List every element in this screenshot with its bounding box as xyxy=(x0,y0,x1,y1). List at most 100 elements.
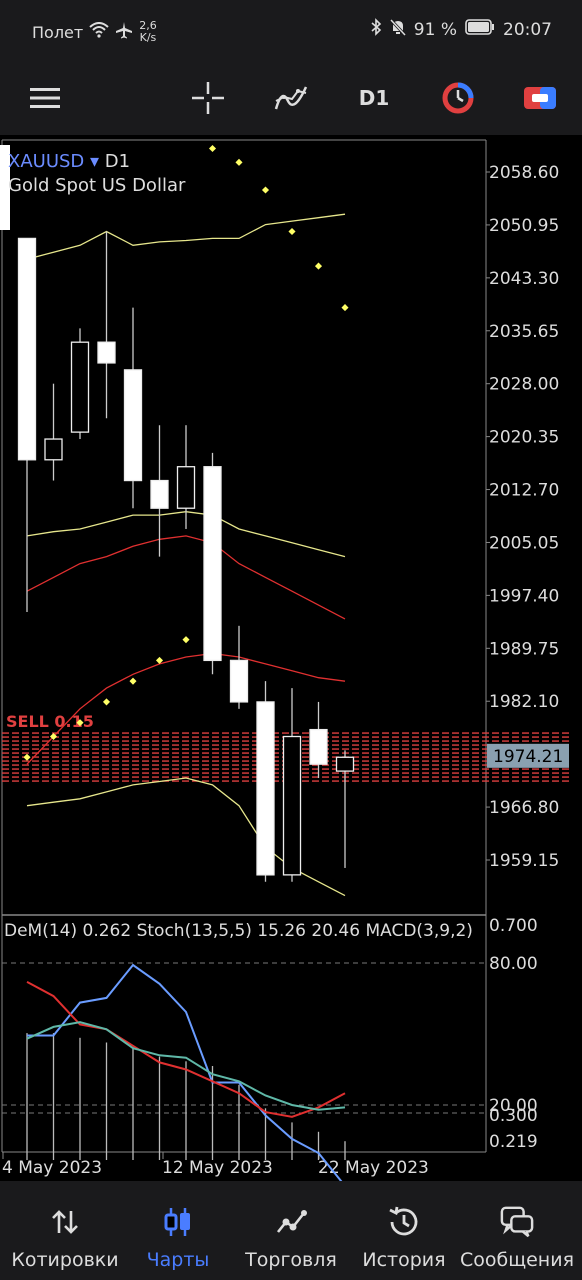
price-tick-label: 1966.80 xyxy=(489,798,559,818)
candle xyxy=(229,625,249,709)
stoch-main-line xyxy=(26,981,346,1118)
quotes-icon xyxy=(48,1205,82,1239)
indicator-label: DeM(14) 0.262 Stoch(13,5,5) 15.26 20.46 … xyxy=(4,921,473,941)
indicators-button[interactable] xyxy=(267,74,315,122)
candle xyxy=(17,237,37,612)
date-label: 4 May 2023 xyxy=(2,1158,102,1178)
price-tick-label: 1997.40 xyxy=(489,586,559,606)
sar-dot xyxy=(341,304,349,312)
menu-icon xyxy=(30,88,60,108)
candle-body xyxy=(203,466,222,662)
indicator-tick-label: 0.300 xyxy=(489,1106,538,1126)
candle xyxy=(150,425,169,557)
sar-dot xyxy=(288,227,296,236)
menu-button[interactable] xyxy=(21,74,69,122)
current-price-label: 1974.21 xyxy=(493,747,563,767)
indicator-tick-label: 80.00 xyxy=(489,954,538,974)
candle xyxy=(309,701,328,779)
bottom-navigation: Котировки Чарты Торговля История Сообщен… xyxy=(0,1181,582,1280)
indicator-tick-label: 20.00 xyxy=(489,1096,538,1116)
stoch-signal-line xyxy=(26,1021,346,1111)
moving-average-line xyxy=(26,535,346,620)
candle xyxy=(123,307,143,509)
price-tick-label: 1959.15 xyxy=(489,851,559,871)
battery-icon xyxy=(465,19,495,40)
charts-icon xyxy=(161,1205,195,1239)
mute-icon xyxy=(389,18,406,41)
trade-toggle-icon xyxy=(524,87,556,109)
carrier-label: Полет xyxy=(32,22,84,42)
crosshair-button[interactable] xyxy=(184,74,232,122)
price-chart[interactable]: SELL 0.15 2058.602050.952043.302035.6520… xyxy=(0,135,582,1187)
indicator-tick-label: 0.219 xyxy=(489,1132,538,1152)
date-label: 12 May 2023 xyxy=(162,1158,273,1178)
price-tick-label: 1982.10 xyxy=(489,692,559,712)
sar-dot xyxy=(314,262,323,270)
price-tick-label: 2050.95 xyxy=(489,216,559,236)
nav-trade[interactable]: Торговля xyxy=(233,1181,349,1280)
candle xyxy=(203,452,222,675)
sar-dot xyxy=(261,186,270,194)
sar-dot xyxy=(129,677,137,685)
sar-dot xyxy=(155,656,164,664)
crosshair-icon xyxy=(192,82,224,114)
nav-history[interactable]: История xyxy=(346,1181,462,1280)
sar-dot xyxy=(76,719,84,727)
envelope-line xyxy=(26,652,346,765)
nav-label: Чарты xyxy=(146,1249,210,1271)
candle-body xyxy=(70,341,90,433)
price-tick-label: 2012.70 xyxy=(489,481,559,501)
trade-icon xyxy=(274,1205,308,1239)
nav-charts[interactable]: Чарты xyxy=(120,1181,236,1280)
nav-messages[interactable]: Сообщения xyxy=(459,1181,575,1280)
candle-body xyxy=(97,341,116,364)
sar-dot xyxy=(208,144,217,153)
candle-body xyxy=(176,466,196,509)
price-tick-label: 1989.75 xyxy=(489,639,559,659)
nav-label: Котировки xyxy=(11,1249,119,1271)
demarker-line xyxy=(27,963,346,1187)
sar-dot xyxy=(23,753,31,761)
date-label: 22 May 2023 xyxy=(318,1158,429,1178)
objects-icon xyxy=(442,82,474,114)
prev-candle-body xyxy=(0,145,10,230)
timeframe-button[interactable]: D1 xyxy=(358,86,390,110)
sar-dot xyxy=(49,732,58,741)
history-icon xyxy=(387,1205,421,1239)
candle-body xyxy=(282,735,302,876)
candle-body xyxy=(309,728,328,765)
candle-body xyxy=(44,438,63,461)
price-tick-label: 2058.60 xyxy=(489,163,559,183)
nav-label: Торговля xyxy=(245,1249,337,1271)
nav-label: Сообщения xyxy=(459,1249,575,1271)
airplane-icon xyxy=(115,21,133,43)
candle xyxy=(70,328,90,440)
price-tick-label: 2035.65 xyxy=(489,322,559,342)
bluetooth-icon xyxy=(370,18,382,41)
one-click-trading-button[interactable] xyxy=(516,74,564,122)
price-tick-label: 2020.35 xyxy=(489,428,559,448)
candle-body xyxy=(256,701,275,876)
indicator-tick-label: 0.700 xyxy=(489,916,538,936)
symbol-label[interactable]: XAUUSD ▾ D1 xyxy=(8,151,131,172)
candle xyxy=(282,688,302,882)
sar-dot xyxy=(102,698,111,706)
candle xyxy=(176,425,196,529)
nav-label: История xyxy=(362,1249,446,1271)
chart-area[interactable]: SELL 0.15 2058.60 2050.95 2043.30 2035.65 20… xyxy=(0,135,582,1187)
symbol-description: Gold Spot US Dollar xyxy=(8,175,186,196)
candle-body xyxy=(335,756,355,772)
nav-quotes[interactable]: Котировки xyxy=(7,1181,123,1280)
candle-body xyxy=(17,237,37,461)
clock: 20:07 xyxy=(503,19,552,40)
candle xyxy=(44,383,63,481)
objects-button[interactable] xyxy=(434,74,482,122)
current-price-box xyxy=(487,743,569,768)
price-tick-label: 2005.05 xyxy=(489,533,559,553)
sar-dot xyxy=(235,158,243,166)
candle-body xyxy=(229,659,249,703)
chart-toolbar: D1 xyxy=(0,60,582,135)
messages-icon xyxy=(500,1205,534,1239)
bollinger-upper-line xyxy=(26,213,346,260)
candle xyxy=(335,750,355,868)
